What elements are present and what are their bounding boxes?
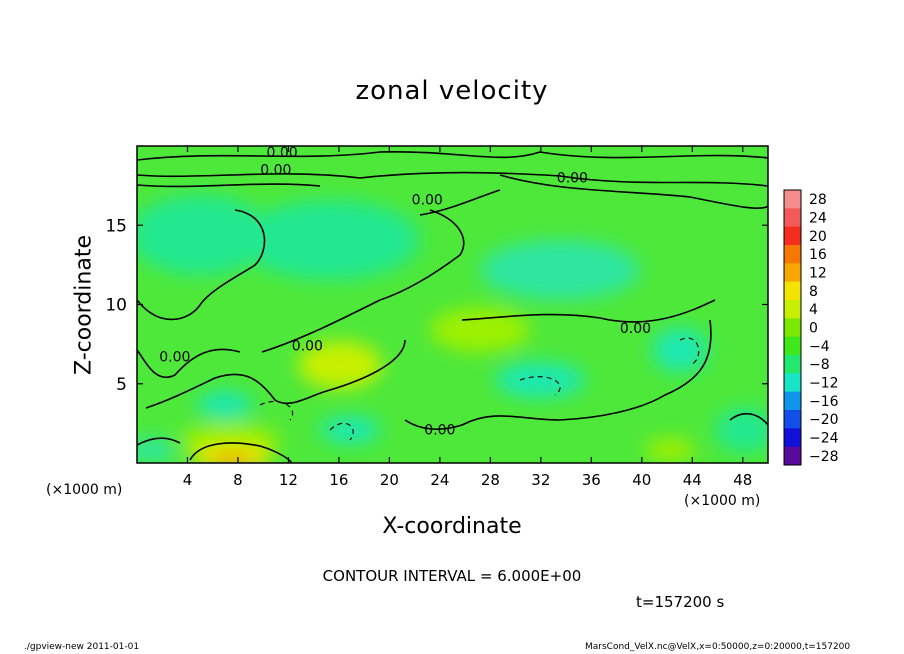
field-region [240, 200, 420, 280]
colorbar-swatch [784, 373, 801, 393]
contour-line [145, 339, 406, 409]
colorbar-label: 28 [809, 192, 827, 208]
contour-line [137, 437, 181, 446]
colorbar-label: −16 [809, 394, 839, 410]
contour-label: 0.00 [412, 193, 443, 209]
colorbar-swatch [784, 428, 801, 448]
contour-line [499, 174, 768, 210]
contour-interval-note: CONTOUR INTERVAL = 6.000E+00 [322, 567, 582, 585]
y-tick-label: 5 [116, 375, 127, 395]
y-axis-label: Z-coordinate [71, 235, 97, 375]
y-tick-label: 15 [105, 216, 127, 236]
x-tick-label: 32 [531, 471, 550, 489]
field-region [320, 416, 380, 444]
colorbar-label: 16 [809, 247, 827, 263]
field-region [645, 438, 695, 462]
x-tick-label: 28 [481, 471, 500, 489]
colorbar-swatch [784, 226, 801, 246]
colorbar-swatch [784, 410, 801, 429]
contour-line [137, 183, 321, 188]
field-region [480, 240, 640, 300]
contour-line [137, 171, 768, 187]
contour-label: 0.00 [557, 170, 588, 186]
field-region [197, 391, 253, 419]
colorbar-label: −20 [809, 412, 839, 428]
field-region [495, 362, 585, 398]
contour-line [137, 151, 768, 161]
colorbar-frame [783, 189, 802, 466]
colorbar-swatch [784, 391, 801, 411]
field-region [715, 408, 768, 452]
x-tick-label: 12 [279, 471, 298, 489]
colorbar-label: 4 [809, 302, 818, 318]
time-annotation: t=157200 s [636, 593, 725, 611]
contour-line [419, 189, 501, 216]
colorbar-swatch [784, 318, 801, 338]
field-region [298, 341, 382, 389]
x-tick-label: 20 [380, 471, 399, 489]
colorbar-swatch [784, 336, 801, 356]
contour-label: 0.00 [620, 321, 651, 337]
x-tick-label: 4 [183, 471, 193, 489]
colorbar-swatch [784, 190, 801, 209]
x-tick-label: 8 [233, 471, 243, 489]
contour-line [137, 209, 266, 321]
contour-label: 0.00 [424, 422, 455, 438]
contour-line [261, 209, 465, 353]
contour-label: 0.00 [292, 338, 323, 354]
x-tick-label: 40 [632, 471, 651, 489]
footer-source: MarsCond_VelX.nc@VelX,x=0:50000,z=0:2000… [585, 642, 851, 652]
footer-command: ./gpview-new 2011-01-01 [24, 642, 140, 652]
colorbar-swatch [784, 446, 801, 466]
contour-label: 0.00 [159, 350, 190, 366]
colorbar-label: 12 [809, 266, 827, 282]
colorbar-swatch [784, 263, 801, 283]
colorbar-label: −24 [809, 431, 839, 447]
contour-line [729, 412, 768, 426]
contour-line [189, 442, 293, 463]
colorbar-swatch [784, 281, 801, 301]
contour-line [461, 299, 716, 323]
colorbar-swatch [784, 355, 801, 374]
x-tick-label: 24 [430, 471, 449, 489]
colorbar-label: −4 [809, 339, 830, 355]
contour-line-negative [329, 422, 354, 441]
x-tick-label: 36 [582, 471, 601, 489]
field-region [137, 438, 175, 462]
colorbar-swatch [784, 208, 801, 228]
colorbar-swatch [784, 300, 801, 319]
y-tick-label: 10 [105, 296, 127, 316]
contour-label: 0.00 [267, 145, 298, 161]
contour-line-negative [679, 337, 700, 366]
field-region [652, 328, 708, 372]
colorbar-label: −28 [809, 449, 839, 465]
field-region [137, 195, 270, 275]
x-tick-label: 44 [683, 471, 702, 489]
contour-label: 0.00 [260, 163, 291, 179]
velocity-field [137, 146, 768, 463]
colorbar-label: 0 [809, 321, 818, 337]
colorbar-label: 8 [809, 284, 818, 300]
colorbar-swatch [784, 245, 801, 264]
contour-line [404, 319, 712, 430]
contour-line [137, 348, 241, 379]
x-tick-label: 16 [329, 471, 348, 489]
x-unit-label-left: (×1000 m) [46, 482, 123, 498]
colorbar-label: −12 [809, 376, 839, 392]
field-region [212, 454, 252, 463]
colorbar-label: −8 [809, 357, 830, 373]
x-unit-label-right: (×1000 m) [684, 493, 761, 509]
x-axis-label: X-coordinate [382, 514, 522, 539]
chart-title: zonal velocity [355, 76, 549, 106]
field-region [430, 308, 530, 352]
x-tick-label: 48 [733, 471, 752, 489]
colorbar-label: 24 [809, 211, 827, 227]
contour-line-negative [259, 400, 293, 421]
colorbar-label: 20 [809, 229, 827, 245]
